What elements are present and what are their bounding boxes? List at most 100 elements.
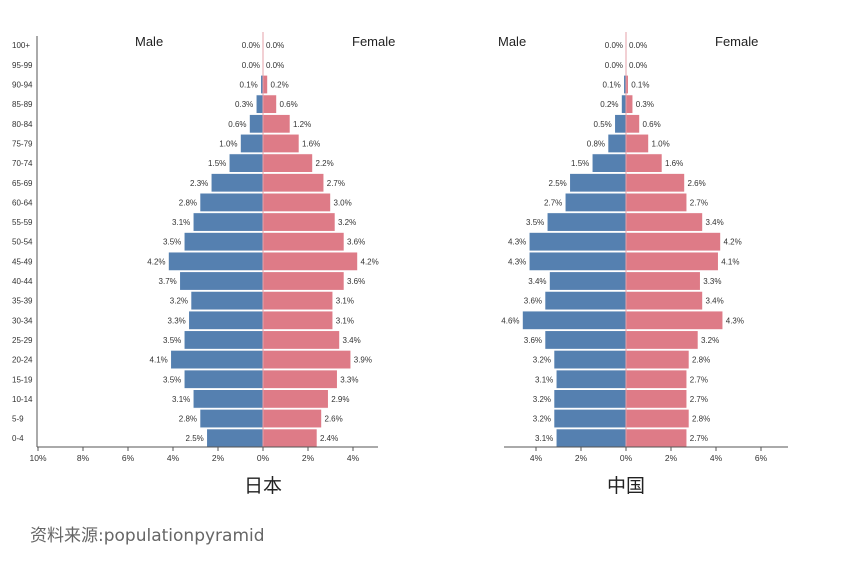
- x-tick-label: 8%: [77, 453, 90, 463]
- male-bar: [228, 153, 264, 173]
- male-bar: [199, 192, 264, 212]
- x-tick-label: 2%: [302, 453, 315, 463]
- male-bar: [192, 389, 264, 409]
- female-value-label: 3.4%: [343, 336, 361, 345]
- male-bar: [183, 369, 264, 389]
- x-tick-label: 0%: [257, 453, 270, 463]
- female-value-label: 4.2%: [361, 257, 379, 266]
- female-bar: [625, 350, 690, 370]
- male-value-label: 0.6%: [228, 120, 246, 129]
- female-value-label: 3.0%: [334, 198, 352, 207]
- x-tick-label: 4%: [530, 453, 543, 463]
- male-value-label: 3.1%: [172, 218, 190, 227]
- female-legend-label: Female: [352, 34, 395, 49]
- x-tick-label: 0%: [620, 453, 633, 463]
- age-group-label: 0-4: [12, 434, 24, 443]
- female-value-label: 1.6%: [665, 159, 683, 168]
- female-value-label: 0.0%: [266, 61, 284, 70]
- male-bar: [564, 192, 627, 212]
- male-bar: [544, 330, 627, 350]
- male-bar: [199, 409, 264, 429]
- age-group-label: 30-34: [12, 316, 33, 325]
- male-bar: [553, 409, 627, 429]
- female-bar: [262, 173, 325, 193]
- male-bar: [170, 350, 264, 370]
- female-value-label: 3.6%: [347, 277, 365, 286]
- age-group-label: 5-9: [12, 415, 24, 424]
- x-tick-label: 2%: [665, 453, 678, 463]
- female-value-label: 0.6%: [643, 120, 661, 129]
- male-value-label: 3.5%: [163, 375, 181, 384]
- x-tick-label: 2%: [212, 453, 225, 463]
- female-value-label: 2.2%: [316, 159, 334, 168]
- male-bar: [179, 271, 264, 291]
- male-bar: [192, 212, 264, 232]
- female-value-label: 3.9%: [354, 356, 372, 365]
- female-value-label: 3.6%: [347, 238, 365, 247]
- female-legend-label: Female: [715, 34, 758, 49]
- male-value-label: 0.0%: [605, 61, 623, 70]
- female-bar: [262, 212, 336, 232]
- x-tick-label: 4%: [347, 453, 360, 463]
- male-value-label: 1.0%: [219, 139, 237, 148]
- male-bar: [607, 133, 627, 153]
- male-value-label: 3.2%: [533, 415, 551, 424]
- male-value-label: 0.0%: [605, 41, 623, 50]
- male-value-label: 2.5%: [186, 434, 204, 443]
- age-group-label: 90-94: [12, 81, 33, 90]
- male-bar: [168, 251, 264, 271]
- male-value-label: 2.5%: [549, 179, 567, 188]
- male-bar: [206, 428, 264, 448]
- male-value-label: 4.6%: [501, 316, 519, 325]
- male-value-label: 0.0%: [242, 41, 260, 50]
- male-bar: [190, 291, 264, 311]
- female-value-label: 4.1%: [721, 257, 739, 266]
- male-legend-label: Male: [498, 34, 526, 49]
- male-bar: [188, 310, 264, 330]
- male-value-label: 4.1%: [150, 356, 168, 365]
- female-value-label: 0.0%: [629, 41, 647, 50]
- chart-title: 日本: [244, 475, 282, 497]
- female-bar: [625, 173, 685, 193]
- male-value-label: 3.5%: [163, 238, 181, 247]
- female-bar: [262, 75, 268, 95]
- male-value-label: 3.1%: [535, 375, 553, 384]
- female-value-label: 3.3%: [703, 277, 721, 286]
- male-bar: [614, 114, 627, 134]
- female-bar: [262, 389, 329, 409]
- male-bar: [240, 133, 264, 153]
- male-value-label: 1.5%: [208, 159, 226, 168]
- female-bar: [625, 212, 703, 232]
- x-tick-label: 4%: [710, 453, 723, 463]
- male-value-label: 3.1%: [172, 395, 190, 404]
- male-bar: [553, 350, 627, 370]
- male-value-label: 0.2%: [600, 100, 618, 109]
- male-value-label: 3.7%: [159, 277, 177, 286]
- male-bar: [249, 114, 264, 134]
- female-value-label: 0.0%: [629, 61, 647, 70]
- female-bar: [625, 94, 634, 114]
- female-bar: [625, 369, 688, 389]
- age-group-label: 85-89: [12, 100, 33, 109]
- male-value-label: 2.3%: [190, 179, 208, 188]
- female-bar: [625, 330, 699, 350]
- male-value-label: 4.3%: [508, 257, 526, 266]
- female-bar: [262, 192, 331, 212]
- male-legend-label: Male: [135, 34, 163, 49]
- female-value-label: 2.8%: [692, 356, 710, 365]
- male-value-label: 3.4%: [528, 277, 546, 286]
- male-bar: [528, 232, 627, 252]
- female-value-label: 1.6%: [302, 139, 320, 148]
- male-value-label: 0.5%: [594, 120, 612, 129]
- male-value-label: 0.0%: [242, 61, 260, 70]
- female-value-label: 3.1%: [336, 297, 354, 306]
- age-group-label: 45-49: [12, 257, 33, 266]
- female-bar: [625, 428, 688, 448]
- female-bar: [625, 251, 719, 271]
- male-value-label: 2.8%: [179, 198, 197, 207]
- male-value-label: 2.7%: [544, 198, 562, 207]
- male-bar: [546, 212, 627, 232]
- female-value-label: 0.6%: [280, 100, 298, 109]
- female-value-label: 2.8%: [692, 415, 710, 424]
